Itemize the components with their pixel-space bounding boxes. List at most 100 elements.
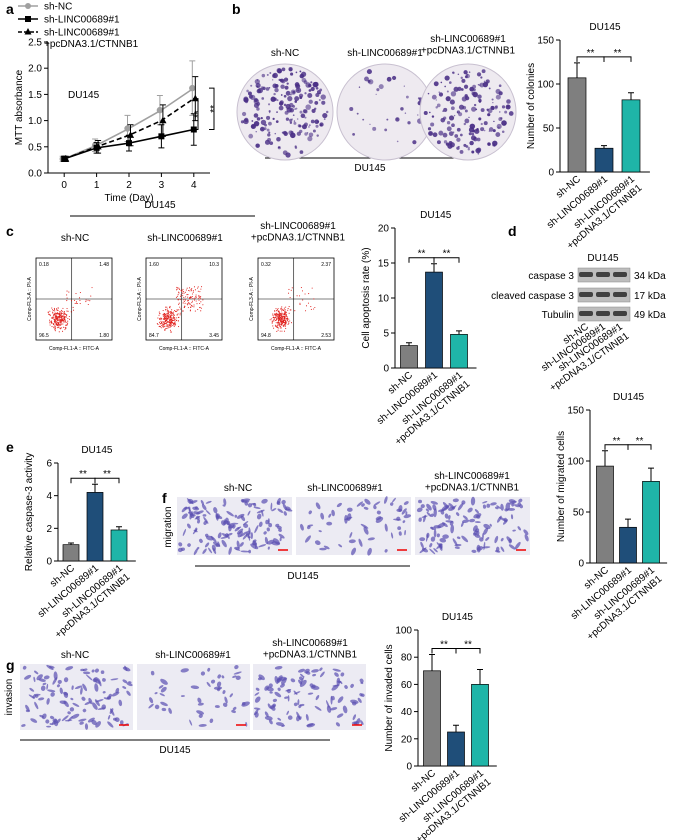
colony bbox=[501, 130, 505, 134]
colony bbox=[323, 118, 326, 120]
event-dot bbox=[67, 318, 69, 320]
colony bbox=[301, 77, 307, 83]
cell bbox=[524, 534, 529, 542]
colony bbox=[490, 105, 495, 110]
event-dot bbox=[184, 291, 186, 293]
colony bbox=[468, 127, 475, 133]
cell bbox=[70, 697, 74, 701]
event-dot bbox=[170, 324, 172, 326]
cell bbox=[456, 512, 460, 516]
cell bbox=[319, 547, 327, 551]
image-label: sh-LINC00689#1 +pcDNA3.1/CTNNB1 bbox=[425, 471, 520, 494]
event-dot bbox=[298, 295, 301, 297]
event-dot bbox=[284, 318, 286, 320]
colony bbox=[454, 134, 459, 138]
cell bbox=[360, 720, 364, 725]
colony bbox=[433, 81, 439, 87]
event-dot bbox=[166, 325, 168, 327]
y-tick-label: 100 bbox=[537, 80, 554, 91]
event-dot bbox=[59, 321, 61, 323]
event-dot bbox=[60, 316, 62, 318]
event-dot bbox=[66, 324, 68, 326]
y-tick-label: 100 bbox=[395, 626, 412, 637]
event-dot bbox=[55, 321, 57, 323]
cell bbox=[330, 695, 333, 705]
colony bbox=[432, 132, 438, 138]
cell bbox=[33, 676, 36, 683]
cell bbox=[247, 533, 251, 541]
event-dot bbox=[171, 314, 173, 316]
colony bbox=[468, 146, 470, 149]
cell bbox=[426, 503, 432, 511]
event-dot bbox=[66, 323, 68, 325]
event-dot bbox=[169, 318, 171, 320]
colony bbox=[495, 105, 498, 109]
colony bbox=[499, 111, 501, 113]
event-dot bbox=[278, 322, 280, 324]
event-dot bbox=[63, 311, 65, 313]
colony bbox=[278, 105, 284, 111]
event-dot bbox=[191, 302, 193, 304]
event-dot bbox=[271, 322, 273, 324]
cell bbox=[205, 533, 209, 538]
event-dot bbox=[287, 308, 289, 310]
event-dot bbox=[53, 316, 55, 318]
colony bbox=[449, 81, 452, 84]
plot-label: sh-LINC00689#1 bbox=[147, 233, 223, 244]
bar bbox=[62, 544, 80, 562]
event-dot bbox=[54, 321, 56, 323]
event-dot bbox=[285, 327, 287, 330]
event-dot bbox=[186, 287, 188, 289]
cell bbox=[483, 527, 489, 535]
colony bbox=[451, 123, 455, 128]
colony bbox=[391, 75, 397, 81]
bar bbox=[110, 529, 128, 562]
event-dot bbox=[65, 321, 67, 323]
event-dot bbox=[308, 293, 310, 295]
event-dot bbox=[188, 302, 190, 305]
row-label: migration bbox=[163, 506, 174, 547]
cell bbox=[100, 670, 105, 674]
event-dot bbox=[67, 310, 69, 312]
event-dot bbox=[200, 286, 203, 288]
colony bbox=[315, 124, 319, 128]
quadrant-value: 84.7 bbox=[149, 333, 159, 339]
event-dot bbox=[182, 310, 184, 312]
colony bbox=[404, 112, 407, 114]
event-dot bbox=[179, 296, 181, 298]
event-dot bbox=[167, 317, 169, 320]
band-size: 49 kDa bbox=[634, 310, 666, 321]
event-dot bbox=[167, 326, 169, 328]
event-dot bbox=[59, 318, 61, 320]
event-dot bbox=[280, 307, 282, 309]
cell bbox=[442, 534, 449, 539]
event-dot bbox=[56, 309, 58, 311]
cell bbox=[148, 703, 154, 709]
event-dot bbox=[310, 308, 312, 310]
event-dot bbox=[59, 324, 61, 326]
cell bbox=[253, 506, 261, 509]
event-dot bbox=[279, 325, 281, 327]
cell bbox=[416, 507, 423, 513]
event-dot bbox=[177, 299, 179, 301]
cell bbox=[190, 685, 200, 689]
event-dot bbox=[164, 325, 166, 327]
cell bbox=[240, 515, 246, 522]
cell bbox=[277, 508, 284, 513]
event-dot bbox=[197, 290, 199, 292]
event-dot bbox=[170, 331, 172, 333]
cell bbox=[97, 707, 106, 710]
cell bbox=[25, 709, 31, 713]
event-dot bbox=[199, 291, 201, 293]
cell bbox=[328, 513, 332, 518]
event-dot bbox=[74, 299, 76, 301]
event-dot bbox=[165, 315, 167, 317]
cell bbox=[293, 691, 301, 695]
colony bbox=[477, 152, 480, 155]
cell bbox=[287, 695, 290, 702]
event-dot bbox=[200, 307, 202, 309]
marker bbox=[126, 131, 135, 138]
cell bbox=[270, 502, 273, 511]
colony bbox=[299, 110, 303, 114]
cell bbox=[275, 722, 285, 727]
